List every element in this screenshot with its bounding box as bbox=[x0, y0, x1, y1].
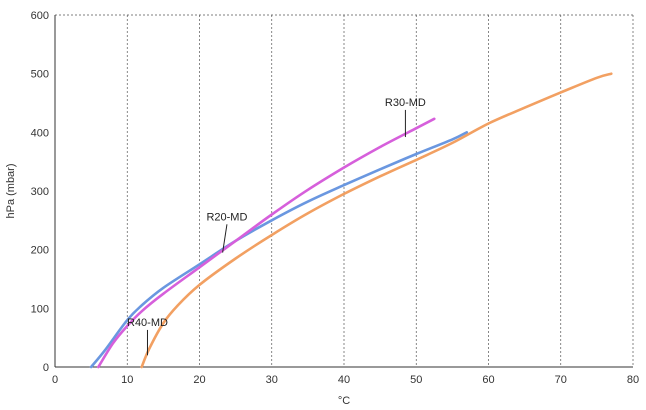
annotation-label-r40-md: R40-MD bbox=[127, 317, 168, 329]
series-line-r40-md bbox=[140, 72, 613, 369]
grid bbox=[55, 14, 634, 367]
y-tick-label: 400 bbox=[31, 127, 49, 139]
x-tick-label: 60 bbox=[482, 374, 494, 386]
series-line-r30-md bbox=[97, 117, 436, 369]
y-tick-label: 500 bbox=[31, 69, 49, 81]
series-line-r20-md bbox=[89, 131, 469, 369]
annotations: R30-MD R20-MD R40-MD bbox=[127, 97, 426, 356]
x-axis-title: °C bbox=[338, 395, 350, 407]
x-tick-label: 40 bbox=[338, 374, 350, 386]
y-tick-label: 600 bbox=[31, 10, 49, 22]
x-tick-label: 30 bbox=[266, 374, 278, 386]
axes bbox=[54, 15, 633, 368]
y-axis-title: hPa (mbar) bbox=[5, 163, 17, 218]
x-tick-label: 80 bbox=[627, 374, 639, 386]
x-tick-label: 10 bbox=[121, 374, 133, 386]
y-tick-labels: 0 100 200 300 400 500 600 bbox=[31, 10, 49, 374]
annotation-label-r30-md: R30-MD bbox=[385, 97, 426, 109]
series-lines bbox=[89, 72, 613, 369]
x-tick-label: 50 bbox=[410, 374, 422, 386]
annotation-label-r20-md: R20-MD bbox=[206, 211, 247, 223]
y-tick-label: 0 bbox=[43, 362, 49, 374]
x-tick-labels: 0 10 20 30 40 50 60 70 80 bbox=[52, 374, 639, 386]
y-tick-label: 200 bbox=[31, 245, 49, 257]
y-tick-label: 100 bbox=[31, 303, 49, 315]
y-tick-label: 300 bbox=[31, 186, 49, 198]
annotation-leader-r20-md bbox=[222, 224, 228, 253]
x-tick-label: 20 bbox=[193, 374, 205, 386]
x-tick-label: 70 bbox=[555, 374, 567, 386]
x-tick-label: 0 bbox=[52, 374, 58, 386]
